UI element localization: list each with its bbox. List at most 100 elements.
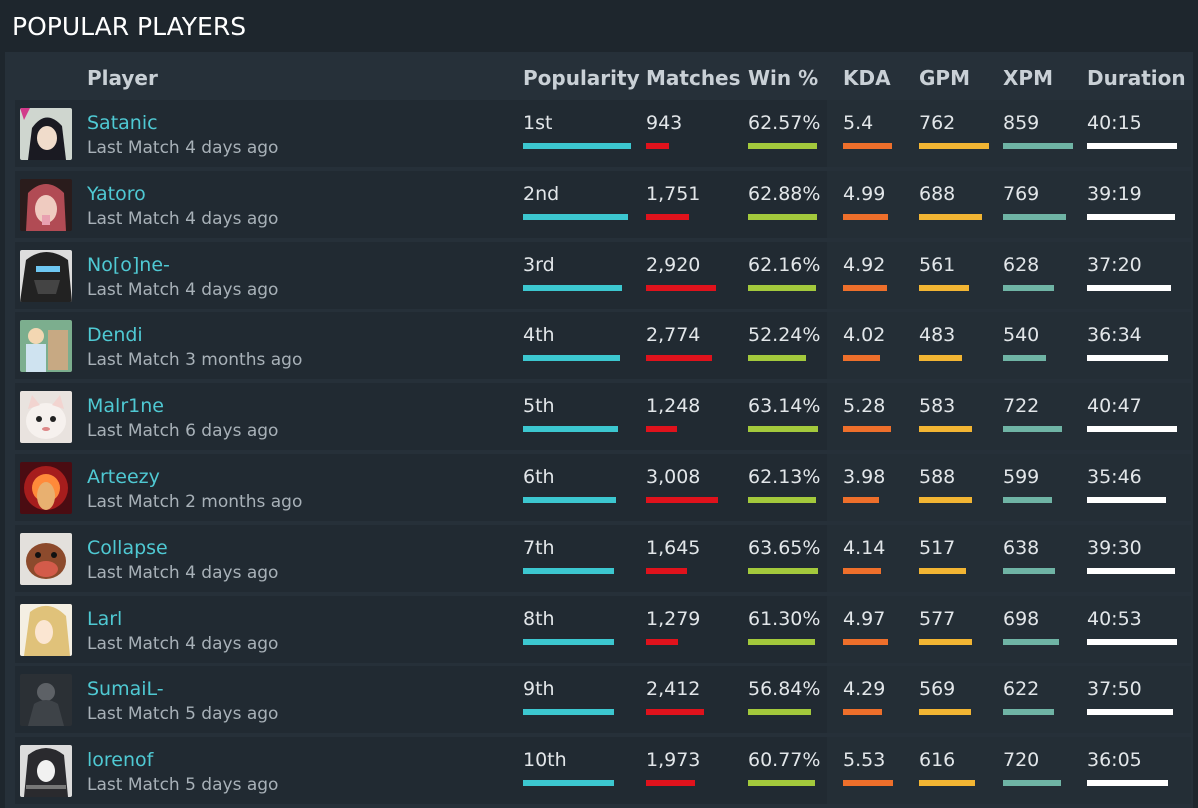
matches-bar	[646, 355, 712, 362]
popularity-value: 5th	[523, 395, 555, 418]
gpm-bar	[919, 213, 982, 220]
player-name-link[interactable]: SumaiL-	[87, 678, 164, 701]
matches-value: 3,008	[646, 466, 701, 488]
avatar-masked-anime[interactable]	[20, 249, 72, 302]
last-match-text: Last Match 4 days ago	[87, 633, 279, 654]
avatar-dog[interactable]	[20, 532, 72, 585]
table-row[interactable]: Satanic Last Match 4 days ago 1st 943 62.57%…	[15, 100, 1191, 167]
duration-bar	[1087, 709, 1173, 716]
player-name-link[interactable]: Yatoro	[87, 182, 146, 205]
popularity-value: 9th	[523, 678, 555, 701]
table-row[interactable]: Dendi Last Match 3 months ago 4th 2,774 52.2…	[15, 312, 1191, 380]
popularity-value: 10th	[523, 749, 567, 772]
avatar-cat[interactable]	[20, 391, 72, 444]
xpm-value: 628	[1003, 253, 1040, 276]
xpm-value: 722	[1003, 395, 1040, 418]
table-row[interactable]: lorenof Last Match 5 days ago 10th 1,973 60.…	[15, 737, 1191, 805]
gpm-value: 762	[919, 112, 956, 134]
column-header-matches[interactable]: Matches	[646, 66, 741, 90]
matches-value: 1,973	[646, 749, 701, 772]
column-header-xpm[interactable]: XPM	[1003, 66, 1053, 90]
avatar-red-glow[interactable]	[20, 462, 72, 514]
gpm-bar	[919, 567, 966, 574]
gpm-bar	[919, 709, 971, 716]
avatar-photo-person[interactable]	[20, 320, 72, 373]
player-name-link[interactable]: Arteezy	[87, 466, 160, 488]
kda-value: 3.98	[843, 466, 886, 488]
last-match-text: Last Match 4 days ago	[87, 208, 279, 229]
duration-value: 39:30	[1087, 536, 1142, 559]
popularity-bar	[523, 638, 614, 645]
winrate-value: 60.77%	[748, 749, 821, 772]
player-name-link[interactable]: Satanic	[87, 112, 158, 134]
kda-value: 5.28	[843, 395, 886, 418]
kda-value: 4.92	[843, 253, 886, 276]
avatar-dark-hair-anime[interactable]	[20, 108, 72, 160]
popularity-bar	[523, 780, 614, 787]
matches-bar	[646, 567, 687, 574]
kda-value: 4.97	[843, 607, 886, 630]
column-header-gpm[interactable]: GPM	[919, 66, 970, 90]
gpm-value: 688	[919, 182, 956, 205]
table-row[interactable]: SumaiL- Last Match 5 days ago 9th 2,412 56.8…	[15, 666, 1191, 734]
xpm-bar	[1003, 709, 1054, 716]
popularity-bar	[523, 426, 618, 433]
table-row[interactable]: Yatoro Last Match 4 days ago 2nd 1,751 62.88…	[15, 170, 1191, 238]
player-name-link[interactable]: lorenof	[87, 749, 154, 772]
stats-shade	[827, 666, 1191, 734]
duration-value: 36:34	[1087, 324, 1142, 347]
matches-bar	[646, 143, 669, 149]
duration-value: 40:15	[1087, 112, 1142, 134]
matches-bar	[646, 638, 678, 645]
matches-bar	[646, 497, 718, 503]
column-header-kda[interactable]: KDA	[843, 66, 891, 90]
last-match-text: Last Match 2 months ago	[87, 492, 303, 512]
winrate-bar	[748, 638, 815, 645]
avatar-blonde-anime[interactable]	[20, 603, 72, 656]
players-table: Player Popularity Matches Win % KDA GPM …	[5, 52, 1193, 808]
player-name-link[interactable]: Malr1ne	[87, 395, 164, 418]
player-name-link[interactable]: Collapse	[87, 536, 168, 559]
player-name-link[interactable]: No[o]ne-	[87, 253, 170, 276]
kda-value: 5.4	[843, 112, 874, 134]
stats-shade	[827, 241, 1191, 309]
stats-shade	[827, 383, 1191, 451]
stats-shade	[827, 100, 1191, 167]
duration-bar	[1087, 780, 1168, 787]
column-header-popularity[interactable]: Popularity	[523, 66, 640, 90]
popularity-value: 2nd	[523, 182, 560, 205]
gpm-value: 588	[919, 466, 956, 488]
table-row[interactable]: Malr1ne Last Match 6 days ago 5th 1,248 63.1…	[15, 383, 1191, 451]
popularity-bar	[523, 284, 622, 291]
xpm-bar	[1003, 213, 1066, 220]
table-row[interactable]: Arteezy Last Match 2 months ago 6th 3,008 62…	[15, 454, 1191, 521]
column-header-winrate[interactable]: Win %	[748, 66, 819, 90]
column-header-player[interactable]: Player	[87, 66, 158, 90]
xpm-bar	[1003, 638, 1059, 645]
table-row[interactable]: No[o]ne- Last Match 4 days ago 3rd 2,920 62.…	[15, 241, 1191, 309]
player-name-link[interactable]: Larl	[87, 607, 123, 630]
xpm-bar	[1003, 143, 1073, 149]
table-row[interactable]: Collapse Last Match 4 days ago 7th 1,645 63.…	[15, 524, 1191, 592]
popularity-value: 3rd	[523, 253, 555, 276]
winrate-value: 52.24%	[748, 324, 821, 347]
gpm-value: 517	[919, 536, 956, 559]
column-header-duration[interactable]: Duration	[1087, 66, 1186, 90]
table-row[interactable]: Larl Last Match 4 days ago 8th 1,279 61.30% 4…	[15, 595, 1191, 663]
kda-bar	[843, 497, 879, 503]
duration-bar	[1087, 355, 1168, 362]
winrate-value: 62.57%	[748, 112, 821, 134]
winrate-value: 61.30%	[748, 607, 821, 630]
avatar-dark-figure[interactable]	[20, 674, 72, 727]
avatar-red-hair-anime[interactable]	[20, 178, 72, 231]
avatar-mono-anime[interactable]	[20, 745, 72, 798]
matches-bar	[646, 780, 695, 787]
kda-bar	[843, 284, 887, 291]
winrate-value: 63.14%	[748, 395, 821, 418]
matches-bar	[646, 709, 704, 716]
winrate-bar	[748, 497, 816, 503]
winrate-bar	[748, 213, 817, 220]
gpm-bar	[919, 497, 972, 503]
winrate-value: 63.65%	[748, 536, 821, 559]
player-name-link[interactable]: Dendi	[87, 324, 143, 347]
